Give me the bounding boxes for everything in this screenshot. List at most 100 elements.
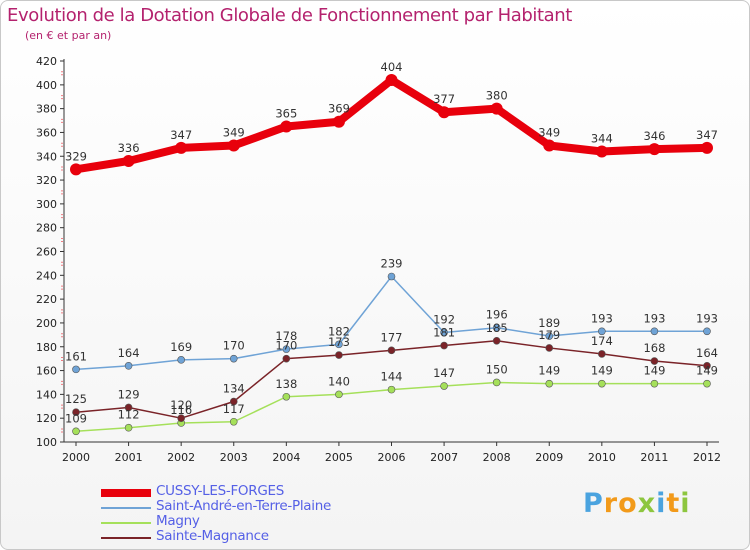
data-label: 174	[591, 334, 613, 348]
x-tick-label: 2008	[483, 451, 511, 464]
data-point	[229, 354, 238, 363]
data-label: 169	[170, 340, 192, 354]
data-label: 173	[328, 335, 350, 349]
data-point	[282, 345, 291, 353]
data-point	[227, 139, 240, 152]
legend-label: CUSSY-LES-FORGES	[156, 483, 284, 499]
data-point	[335, 390, 343, 399]
data-label: 189	[538, 316, 560, 330]
data-point	[282, 354, 291, 363]
data-label: 336	[118, 141, 140, 155]
data-label: 138	[275, 377, 297, 391]
legend-label: Saint-André-en-Terre-Plaine	[156, 498, 331, 514]
data-point	[72, 365, 80, 374]
data-label: 193	[643, 311, 665, 325]
data-point	[175, 141, 188, 154]
data-label: 349	[538, 126, 560, 140]
x-tick-label: 2011	[640, 451, 668, 464]
data-point	[335, 340, 343, 349]
y-tick-label: 220	[36, 293, 57, 306]
data-point	[438, 106, 451, 119]
data-label: 140	[328, 374, 350, 388]
y-tick-label: 160	[36, 365, 57, 378]
data-point	[229, 397, 238, 406]
data-label: 164	[696, 346, 718, 360]
data-label: 239	[381, 257, 403, 271]
data-point	[229, 417, 238, 426]
y-tick-label: 100	[36, 436, 57, 449]
y-tick-label: 380	[36, 103, 57, 116]
data-label: 193	[591, 311, 613, 325]
data-point	[440, 328, 448, 337]
data-label: 147	[433, 366, 455, 380]
data-label: 380	[486, 89, 508, 103]
legend-swatch	[101, 507, 151, 509]
data-label: 149	[696, 364, 718, 378]
x-tick-label: 2006	[378, 451, 406, 464]
data-label: 170	[223, 339, 245, 353]
data-label: 196	[486, 308, 508, 322]
data-point	[72, 408, 80, 417]
y-tick-label: 200	[36, 317, 57, 330]
y-tick-label: 280	[36, 222, 57, 235]
x-tick-label: 2003	[220, 451, 248, 464]
data-point	[440, 382, 448, 390]
data-label: 170	[275, 339, 297, 353]
data-point	[703, 327, 711, 336]
data-label: 168	[643, 341, 665, 355]
x-tick-label: 2007	[430, 451, 458, 464]
data-label: 116	[170, 403, 192, 417]
data-point	[492, 323, 501, 332]
data-label: 349	[223, 126, 245, 140]
data-point	[282, 392, 291, 401]
data-point	[122, 155, 135, 168]
data-label: 192	[433, 312, 455, 326]
chart-title: Evolution de la Dotation Globale de Fonc…	[7, 5, 572, 26]
legend-swatch	[101, 522, 151, 524]
data-label: 125	[65, 392, 87, 406]
x-tick-label: 2004	[272, 451, 300, 464]
data-label: 329	[65, 149, 87, 163]
data-label: 181	[433, 326, 455, 340]
data-point	[703, 361, 711, 370]
data-point	[177, 414, 185, 422]
data-point	[124, 423, 133, 432]
data-point	[598, 350, 606, 358]
data-point	[650, 379, 659, 388]
x-tick-label: 2000	[62, 451, 90, 464]
data-label: 120	[170, 398, 192, 412]
data-label: 117	[223, 402, 245, 416]
data-label: 377	[433, 92, 455, 106]
data-label: 149	[538, 364, 560, 378]
y-tick-label: 240	[36, 269, 57, 282]
data-label: 182	[328, 324, 350, 338]
data-label: 109	[65, 411, 87, 425]
data-point	[387, 346, 396, 355]
data-label: 344	[591, 131, 613, 145]
data-point	[387, 272, 396, 281]
data-point	[703, 379, 711, 388]
data-label: 112	[118, 408, 140, 422]
chart-subtitle: (en € et par an)	[25, 29, 112, 42]
data-label: 346	[643, 129, 665, 143]
data-point	[385, 74, 398, 87]
data-point	[543, 139, 556, 152]
data-label: 144	[381, 370, 403, 384]
data-label: 134	[223, 382, 245, 396]
legend-swatch	[101, 537, 151, 539]
series-line-1	[72, 76, 711, 174]
data-label: 365	[275, 106, 297, 120]
data-point	[124, 361, 133, 370]
data-point	[280, 120, 293, 133]
data-label: 178	[275, 329, 297, 343]
data-point	[492, 336, 501, 345]
x-tick-label: 2001	[115, 451, 143, 464]
y-tick-label: 260	[36, 246, 57, 259]
y-tick-label: 400	[36, 79, 57, 92]
y-tick-label: 340	[36, 150, 57, 163]
x-tick-label: 2010	[588, 451, 616, 464]
data-point	[650, 357, 659, 365]
data-point	[650, 327, 659, 336]
y-tick-label: 140	[36, 388, 57, 401]
